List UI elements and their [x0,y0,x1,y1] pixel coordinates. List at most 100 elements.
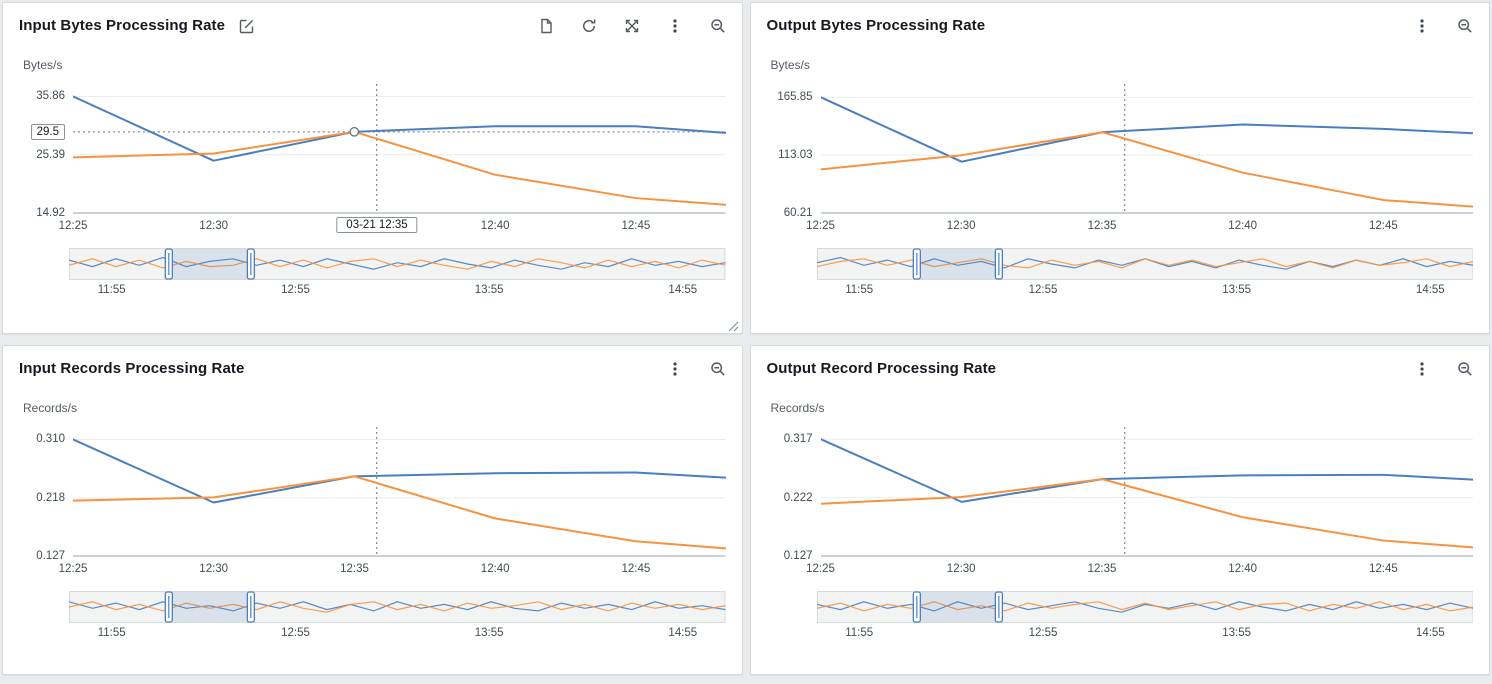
panel-toolbar [667,361,726,377]
panel-toolbar [1414,18,1473,34]
series-orange-line [73,130,726,206]
zoom-out-icon[interactable] [710,18,726,34]
overview-tick-label: 11:55 [845,627,874,639]
x-tick-label: 12:25 [58,563,88,575]
kebab-menu-icon[interactable] [667,18,683,34]
x-tick-label: 12:45 [621,563,651,575]
main-chart[interactable] [820,84,1474,214]
y-tick-label: 0.310 [36,433,65,446]
overview-tick-label: 11:55 [97,627,126,639]
kebab-menu-icon[interactable] [1414,361,1430,377]
y-axis-unit-label: Records/s [770,401,825,415]
overview-orange-line [816,601,1473,612]
brush-handle-right[interactable] [994,591,1003,623]
hover-point-marker [349,126,360,137]
overview-tick-label: 14:55 [1415,284,1445,296]
series-orange-line [820,478,1473,549]
brush-handle-right[interactable] [246,248,256,280]
y-tick-label: 0.127 [783,550,813,562]
panel-header: Input Records Processing Rate [19,360,726,377]
kebab-menu-icon[interactable] [1414,18,1430,34]
panel-toolbar [538,18,726,34]
panel-header: Output Bytes Processing Rate [767,17,1474,34]
y-axis-tick-labels: 0.310 0.218 0.127 [19,427,65,562]
y-tick-label: 25.39 [36,148,65,161]
overview-tick-label: 12:55 [1028,284,1058,296]
brush-handle-left[interactable] [912,248,921,280]
panel-title: Output Bytes Processing Rate [766,17,986,34]
panel-output-bytes: Output Bytes Processing Rate Bytes/s 165… [749,2,1490,334]
x-tick-label: 12:45 [621,220,651,232]
y-axis-unit-label: Bytes/s [23,58,63,72]
y-tick-label: 0.222 [783,491,813,504]
chart-area: 0.310 0.218 0.127 12:25 12:30 12:35 12:40 12:4… [19,427,726,583]
overview-chart[interactable] [816,591,1474,623]
resize-handle[interactable] [728,319,739,332]
main-chart[interactable] [73,84,726,214]
brush-handle-left[interactable] [164,591,173,623]
document-icon[interactable] [538,18,554,34]
zoom-out-icon[interactable] [710,361,726,377]
overview-tick-label: 13:55 [474,284,504,296]
overview-orange-line [69,601,726,613]
expand-icon[interactable] [624,18,640,34]
x-tick-label: 12:30 [946,563,976,575]
overview-tick-label: 14:55 [668,627,698,639]
overview-timeline: 11:55 12:55 13:55 14:55 [69,248,726,300]
main-chart[interactable] [73,427,726,557]
x-axis-tick-labels: 12:25 12:30 12:35 12:40 12:45 [806,557,1474,583]
brush-handle-right[interactable] [994,248,1003,280]
plot: 12:25 12:30 12:35 12:40 12:45 [806,84,1474,240]
overview-tick-label: 12:55 [1028,627,1058,639]
panel-input-records: Input Records Processing Rate Records/s … [2,345,743,675]
overview-chart[interactable] [816,248,1474,280]
y-axis-tick-labels: 165.85 113.03 60.21 [767,84,812,219]
overview-tick-label: 14:55 [668,284,698,296]
zoom-out-icon[interactable] [1457,361,1473,377]
brush-selection[interactable] [168,249,251,279]
overview-orange-line [816,258,1473,269]
brush-selection[interactable] [916,249,999,279]
main-chart[interactable] [820,427,1474,557]
x-tick-label: 12:30 [199,220,229,232]
overview-chart[interactable] [69,591,726,623]
refresh-icon[interactable] [581,18,597,34]
y-tick-label: 35.86 [36,90,65,103]
overview-blue-line [816,601,1473,613]
overview-tick-labels: 11:55 12:55 13:55 14:55 [69,284,726,300]
series-orange-line [820,131,1473,208]
series-blue-line [73,95,726,162]
brush-handle-right[interactable] [246,591,256,623]
brush-selection[interactable] [916,592,999,622]
overview-tick-label: 11:55 [97,284,126,296]
panel-toolbar [1414,361,1473,377]
brush-handle-left[interactable] [912,591,921,623]
brush-handle-left[interactable] [164,248,173,280]
y-tick-label: 0.218 [36,492,65,504]
kebab-menu-icon[interactable] [667,361,683,377]
panel-title: Input Bytes Processing Rate [19,17,226,34]
brush-selection[interactable] [168,592,251,622]
overview-timeline: 11:55 12:55 13:55 14:55 [816,591,1474,643]
x-tick-label: 12:25 [806,220,835,232]
overview-chart[interactable] [69,248,726,280]
overview-tick-labels: 11:55 12:55 13:55 14:55 [817,627,1474,643]
y-tick-label: 0.127 [36,550,65,562]
overview-tick-label: 14:55 [1415,627,1445,639]
y-tick-label: 14.92 [36,207,65,219]
series-orange-line [73,475,726,550]
x-tick-label: 12:35 [340,563,369,575]
overview-tick-label: 13:55 [474,627,504,639]
hover-y-value-box: 29.5 [30,123,65,140]
x-tick-label: 12:25 [58,220,88,232]
zoom-out-icon[interactable] [1457,18,1473,34]
y-tick-label: 0.317 [783,433,813,446]
x-tick-label: 12:35 [1087,220,1117,232]
x-tick-label: 12:40 [1228,563,1258,575]
x-tick-label: 12:40 [480,220,510,232]
panel-input-bytes: Input Bytes Processing Rate [2,2,743,334]
edit-icon[interactable] [239,18,255,34]
chart-area: 29.5 35.86 25.39 14.92 03-21 12:35 12:25 12… [19,84,726,240]
